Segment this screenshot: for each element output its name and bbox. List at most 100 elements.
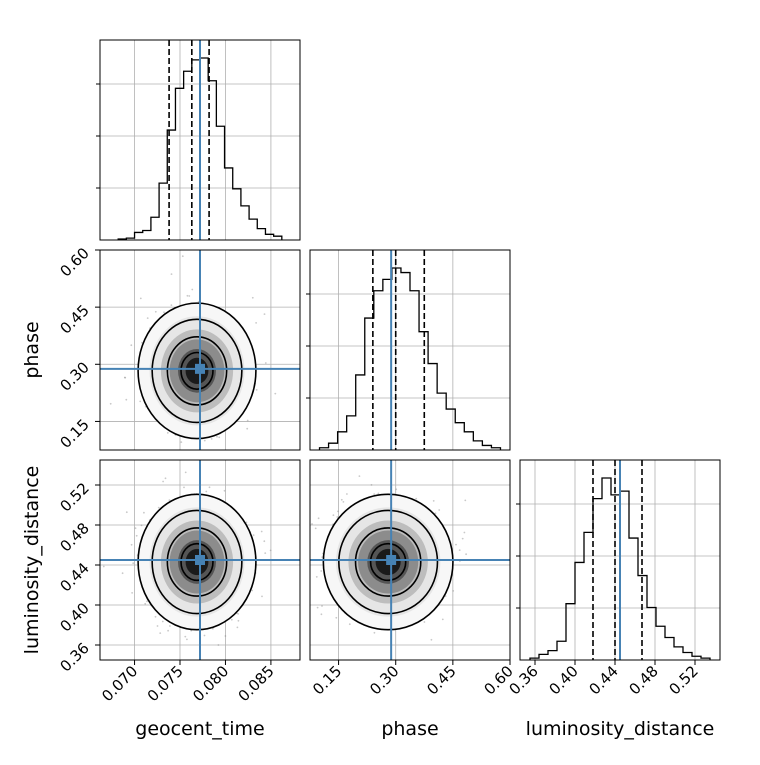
sample-point: [370, 484, 373, 486]
y-tick-label: 0.15: [56, 416, 92, 452]
contour-line: [137, 302, 257, 440]
hist-bar-phase: [473, 441, 482, 450]
sample-point: [162, 480, 165, 483]
sample-point: [455, 543, 457, 546]
sample-point: [377, 492, 380, 495]
sample-point: [146, 317, 149, 319]
sample-point: [320, 570, 323, 572]
hist-bar-geocent_time: [216, 126, 224, 240]
hist-bar-luminosity_distance: [548, 651, 557, 660]
contour-line: [151, 318, 243, 424]
x-tick-label: 0.070: [98, 662, 141, 705]
sample-point: [167, 629, 170, 632]
sample-point: [218, 436, 221, 439]
sample-point: [186, 638, 188, 641]
sample-point: [246, 419, 249, 422]
hist-bar-phase: [464, 432, 473, 450]
sample-point: [185, 463, 187, 465]
sample-point: [181, 255, 184, 258]
sample-point: [224, 635, 227, 637]
sample-point: [166, 432, 169, 434]
hist-bar-phase: [437, 393, 446, 450]
sample-point: [395, 488, 398, 491]
scatter-panel-phase-luminosity_distance: [295, 459, 511, 661]
hist-step-phase: [318, 267, 502, 450]
density-layer: [295, 475, 467, 641]
sample-point: [168, 499, 171, 501]
sample-point: [159, 632, 162, 634]
sample-point: [102, 565, 105, 568]
sample-point: [237, 613, 240, 615]
hist-bar-luminosity_distance: [575, 562, 584, 660]
contour-line: [180, 542, 214, 582]
hist-bar-geocent_time: [249, 219, 257, 240]
contour-line: [137, 493, 257, 631]
truth-marker: [195, 363, 205, 374]
hist-bar-phase: [482, 445, 491, 450]
hist-bar-luminosity_distance: [656, 626, 665, 660]
sample-point: [183, 486, 185, 489]
scatter-panel-geocent_time-luminosity_distance: [99, 459, 301, 661]
y-tick-label: 0.44: [56, 559, 92, 595]
x-axis-label-luminosity_distance: luminosity_distance: [526, 718, 715, 740]
sample-point: [130, 344, 133, 347]
density-layer: [102, 471, 272, 646]
hist-bar-geocent_time: [151, 217, 159, 240]
sample-point: [335, 616, 338, 619]
sample-point: [464, 499, 467, 502]
sample-point: [144, 602, 147, 605]
sample-point: [170, 273, 173, 275]
sample-point: [260, 530, 263, 533]
x-tick-label: 0.45: [423, 662, 459, 698]
sample-point: [135, 534, 138, 537]
hist-bar-luminosity_distance: [539, 654, 548, 660]
sample-point: [131, 592, 134, 594]
sample-point: [140, 524, 143, 527]
panel-frame: [309, 459, 511, 661]
sample-point: [316, 606, 319, 609]
sample-point: [109, 402, 112, 405]
sample-point: [208, 486, 211, 489]
x-tick-label: 0.085: [235, 662, 278, 705]
sample-point: [430, 638, 433, 641]
y-tick-label: 0.52: [56, 479, 92, 515]
x-tick-label: 0.075: [144, 662, 187, 705]
sample-point: [184, 635, 187, 638]
hist-panel-phase: [306, 249, 511, 451]
sample-point: [170, 304, 173, 306]
sample-point: [154, 615, 157, 618]
sample-point: [261, 595, 263, 598]
sample-point: [161, 620, 164, 623]
sample-point: [132, 562, 135, 565]
sample-point: [317, 517, 320, 520]
sample-point: [461, 537, 464, 540]
sample-point: [274, 392, 277, 395]
sample-point: [295, 621, 297, 623]
sample-point: [432, 500, 435, 502]
x-tick-label: 0.080: [189, 662, 232, 705]
sample-point: [438, 509, 441, 511]
hist-bar-luminosity_distance: [584, 532, 593, 660]
contour-line: [180, 351, 214, 391]
sample-point: [263, 540, 266, 543]
contour-line: [151, 509, 243, 615]
y-tick-label: 0.60: [56, 244, 92, 280]
contour-line: [369, 542, 407, 582]
sample-point: [236, 626, 239, 629]
truth-marker: [386, 555, 397, 565]
y-tick-label: 0.48: [56, 519, 92, 555]
hist-bar-phase: [374, 291, 383, 450]
sample-point: [230, 618, 233, 621]
y-tick-label: 0.36: [56, 639, 92, 675]
sample-point: [252, 534, 255, 536]
y-tick-label: 0.30: [56, 358, 92, 394]
hist-panel-luminosity_distance: [516, 459, 721, 661]
hist-bar-phase: [410, 291, 419, 450]
sample-point: [121, 572, 124, 575]
hist-bar-phase: [338, 432, 347, 450]
y-axis-label-phase: phase: [21, 321, 43, 378]
hist-bar-phase: [428, 364, 437, 450]
sample-point: [134, 527, 137, 530]
